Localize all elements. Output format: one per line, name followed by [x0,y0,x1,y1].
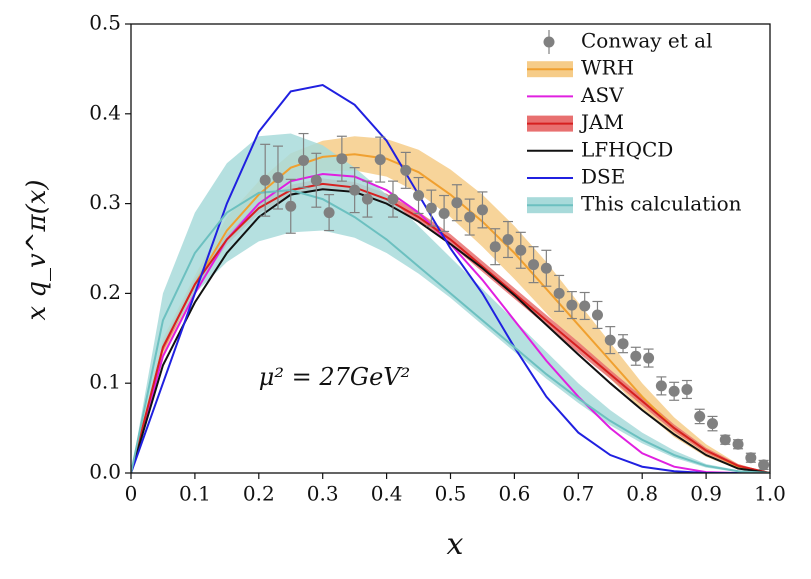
x-tick-label: 0.1 [179,482,211,506]
data-point [591,309,603,321]
data-point [336,153,348,165]
plot-frame [130,23,771,474]
data-point [668,385,680,397]
legend-label: DSE [581,165,625,189]
x-tick-label: 0.3 [307,482,339,506]
line [131,189,770,473]
plot-area [131,84,770,473]
line [131,153,770,473]
legend-label: ASV [580,83,624,107]
legend-label: LFHQCD [581,137,673,161]
data-point [464,211,476,223]
data-point [617,338,629,350]
data-point [451,197,463,209]
y-tick-label: 0.2 [89,280,121,304]
data-point [579,300,591,312]
data-point [706,418,718,430]
data-point [630,350,642,362]
line [131,84,770,473]
legend-label: WRH [581,56,634,80]
y-tick-label: 0.0 [89,460,121,484]
data-point [502,234,514,246]
data-point [349,184,361,196]
data-point [643,352,655,364]
data-point [553,287,565,299]
y-tick-label: 0.5 [89,11,121,35]
band [131,178,770,473]
x-tick-label: 0.2 [243,482,275,506]
x-tick-label: 0.4 [371,482,403,506]
x-tick-label: 1.0 [754,482,786,506]
x-tick-label: 0.7 [562,482,594,506]
x-tick-label: 0.6 [498,482,530,506]
legend-label: JAM [579,110,624,134]
data-point [732,438,744,450]
x-axis-label: x [447,527,464,562]
data-point [681,383,693,395]
legend-marker [543,36,555,48]
data-point [361,193,373,205]
data-point [540,262,552,274]
data-point [719,434,731,446]
band [131,136,770,473]
line [131,182,770,473]
data-point [310,174,322,186]
legend-label: This calculation [581,192,742,216]
data-point [694,410,706,422]
data-point [400,164,412,176]
data-point [745,452,757,464]
x-tick-label: 0.5 [435,482,467,506]
data-point [374,154,386,166]
x-tick-label: 0.8 [626,482,658,506]
data-point [566,299,578,311]
data-point [298,154,310,166]
data-point [758,459,770,471]
data-point [655,380,667,392]
y-tick-label: 0.4 [89,100,121,124]
data-point [272,172,284,184]
y-tick-label: 0.1 [89,370,121,394]
annotation: μ² = 27GeV² [259,363,410,391]
data-point [425,202,437,214]
data-point [285,200,297,212]
data-point [387,193,399,205]
y-axis-label: x q_v^π(x) [22,179,52,320]
data-point [604,334,616,346]
data-point [438,207,450,219]
data-point [413,190,425,202]
data-point [476,204,488,216]
line [131,188,770,473]
legend-label: Conway et al [581,29,712,53]
data-point [489,241,501,253]
data-point [259,174,271,186]
y-tick-label: 0.3 [89,190,121,214]
x-tick-label: 0.9 [690,482,722,506]
data-point [323,207,335,219]
x-tick-label: 0 [125,482,138,506]
data-point [528,259,540,271]
data-point [515,244,527,256]
